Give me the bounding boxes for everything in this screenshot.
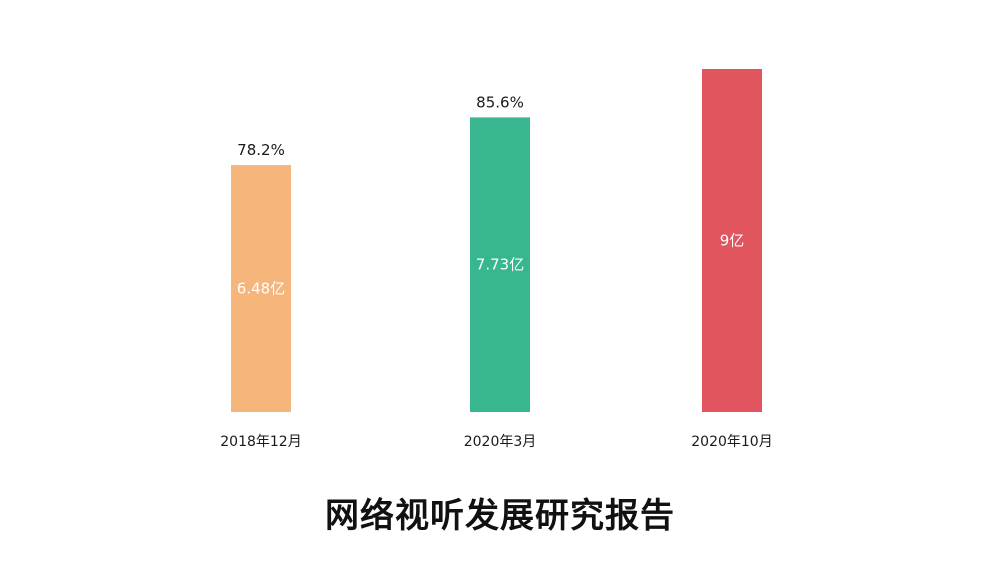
chart-title: 网络视听发展研究报告 <box>325 496 675 536</box>
bar <box>702 69 762 412</box>
bar-value-label: 7.73亿 <box>476 256 524 274</box>
bar-rate-label: 78.2% <box>237 141 285 159</box>
bar-value-label: 6.48亿 <box>237 280 285 298</box>
x-tick-label: 2020年10月 <box>691 434 772 450</box>
bar-rate-label: 85.6% <box>476 93 524 111</box>
x-tick-label: 2020年3月 <box>464 434 537 450</box>
bar <box>470 117 530 412</box>
bar-value-label: 9亿 <box>720 232 745 250</box>
x-tick-label: 2018年12月 <box>220 434 301 450</box>
bar <box>231 165 291 412</box>
